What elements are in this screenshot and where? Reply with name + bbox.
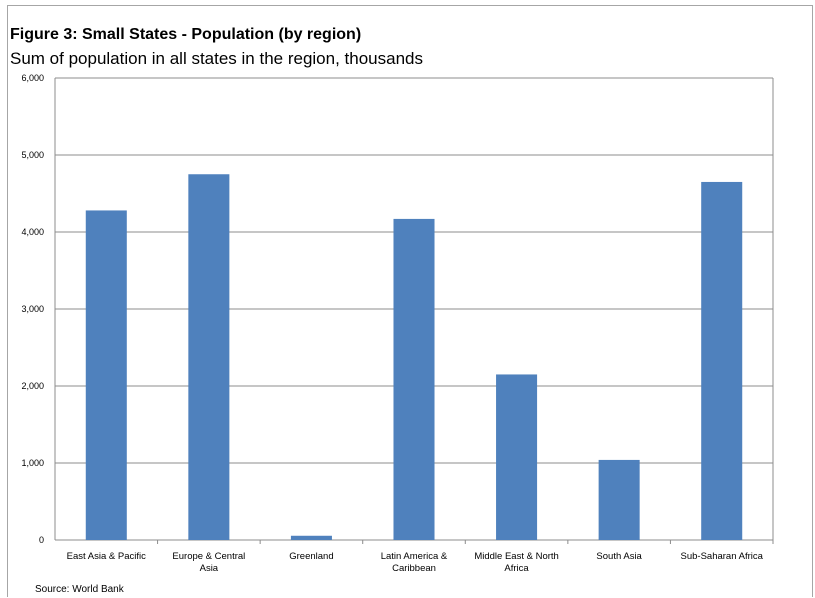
- x-category-label: Sub-Saharan Africa: [681, 551, 764, 562]
- bar: [393, 218, 435, 540]
- chart-source: Source: World Bank: [35, 584, 124, 595]
- y-tick-label: 2,000: [21, 381, 44, 391]
- x-category-label: Greenland: [289, 551, 333, 562]
- x-category-label: Latin America &: [381, 551, 448, 562]
- bar: [290, 535, 332, 540]
- bar: [188, 174, 230, 540]
- x-category-label: Africa: [504, 563, 529, 574]
- y-tick-label: 0: [39, 535, 44, 545]
- y-tick-label: 3,000: [21, 304, 44, 314]
- chart-frame: [7, 5, 813, 597]
- x-category-label: East Asia & Pacific: [67, 551, 146, 562]
- y-tick-label: 6,000: [21, 73, 44, 83]
- y-tick-label: 1,000: [21, 458, 44, 468]
- x-category-label: Asia: [200, 563, 219, 574]
- x-category-label: South Asia: [596, 551, 642, 562]
- x-category-label: Middle East & North: [474, 551, 558, 562]
- bar: [85, 210, 127, 540]
- y-tick-label: 5,000: [21, 150, 44, 160]
- chart-title: Figure 3: Small States - Population (by …: [10, 26, 362, 43]
- x-category-label: Europe & Central: [172, 551, 245, 562]
- bar: [496, 374, 538, 540]
- bar: [701, 181, 743, 540]
- chart-subtitle: Sum of population in all states in the r…: [10, 49, 423, 68]
- x-category-label: Caribbean: [392, 563, 436, 574]
- bar: [598, 459, 640, 540]
- y-tick-label: 4,000: [21, 227, 44, 237]
